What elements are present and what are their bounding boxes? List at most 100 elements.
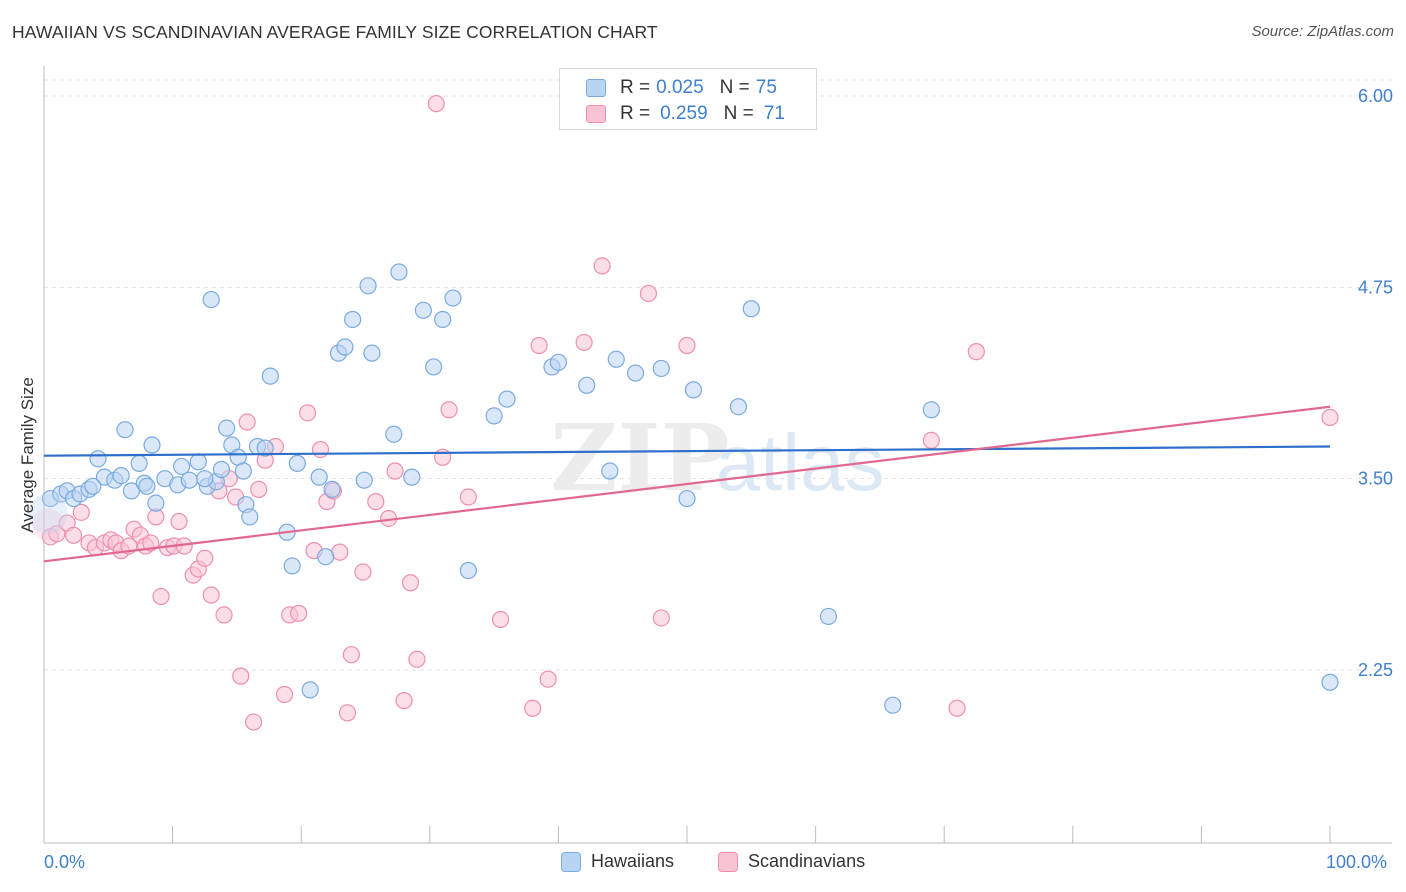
- hawaiian-point: [652, 359, 670, 378]
- legend-label-scandinavians: Scandinavians: [748, 851, 866, 871]
- scandinavian-point: [408, 650, 426, 668]
- hawaiian-point: [729, 398, 748, 416]
- hawaiian-point: [84, 477, 102, 495]
- hawaiian-point: [355, 471, 373, 489]
- hawaiian-point: [344, 310, 362, 329]
- scandinavian-point: [196, 549, 214, 567]
- scandinavian-point: [530, 336, 548, 355]
- hawaiian-point: [485, 407, 503, 425]
- scandinavian-point: [245, 713, 263, 731]
- hawaiian-point: [89, 450, 107, 468]
- stats-legend: R = 0.025 N = 75 R = 0.259 N = 71: [559, 68, 817, 130]
- scandinavian-point: [367, 493, 385, 511]
- scandinavians-trend-line: [43, 405, 1331, 563]
- trend-lines: [43, 405, 1331, 563]
- scandinavian-point: [238, 413, 256, 431]
- hawaiian-point: [116, 421, 134, 439]
- y-tick-label: 3.50: [1358, 469, 1393, 489]
- hawaiian-point: [363, 344, 381, 362]
- scandinavian-point: [575, 333, 593, 352]
- hawaiian-point: [385, 425, 403, 443]
- scandinavian-point: [331, 543, 349, 561]
- scandinavian-point: [215, 606, 233, 624]
- bottom-legend-hawaiians: Hawaiians: [561, 851, 674, 872]
- legend-n-label: N =: [723, 103, 754, 124]
- hawaiian-point: [459, 561, 477, 580]
- x-tick-label-min: 0.0%: [44, 852, 86, 872]
- hawaiian-point: [196, 470, 214, 488]
- hawaiian-point: [241, 508, 259, 526]
- scandinavian-point: [354, 563, 372, 581]
- hawaiian-point: [884, 696, 902, 714]
- hawaiian-point: [742, 300, 760, 318]
- hawaiian-point: [261, 367, 279, 385]
- hawaiian-point: [498, 390, 516, 408]
- scandinavian-point: [250, 480, 268, 498]
- legend-r-label: R =: [620, 103, 651, 124]
- scandinavian-point: [64, 526, 83, 544]
- watermark-atlas: atlas: [716, 418, 885, 507]
- scandinavian-point: [948, 699, 966, 717]
- hawaiian-point: [684, 381, 703, 399]
- scandinavian-point: [202, 586, 220, 604]
- hawaiian-point: [138, 477, 156, 495]
- scandinavian-point: [311, 440, 330, 459]
- scandinavian-point: [593, 257, 611, 275]
- legend-swatch-blue: [586, 79, 606, 97]
- scandinavian-point: [275, 685, 294, 704]
- chart-title: HAWAIIAN VS SCANDINAVIAN AVERAGE FAMILY …: [12, 22, 658, 42]
- legend-label-hawaiians: Hawaiians: [591, 851, 675, 871]
- scandinavian-point: [48, 525, 66, 543]
- hawaiian-cluster-marker: [27, 493, 68, 534]
- hawaiian-point: [317, 548, 335, 566]
- legend-r-value: 0.259: [660, 103, 708, 124]
- hawaiian-point: [180, 471, 198, 489]
- hawaiian-point: [414, 301, 432, 319]
- hawaiian-point: [549, 353, 568, 371]
- legend-n-label: N =: [719, 77, 750, 98]
- hawaiian-point: [323, 480, 341, 498]
- watermark-zip: ZIP: [550, 404, 729, 512]
- hawaiian-point: [310, 468, 328, 486]
- hawaiian-point: [626, 364, 645, 382]
- scandinavian-point: [434, 448, 452, 466]
- hawaiian-point: [301, 681, 319, 699]
- legend-r-value: 0.025: [656, 77, 704, 98]
- hawaiian-point: [607, 350, 625, 368]
- hawaiian-point: [173, 457, 191, 476]
- legend-r-label: R =: [620, 77, 651, 98]
- hawaiian-point: [601, 462, 619, 480]
- scandinavian-point: [72, 503, 90, 521]
- legend-row-hawaiians: R = 0.025 N = 75: [586, 75, 793, 101]
- scandinavian-point: [386, 462, 404, 480]
- hawaiian-point: [189, 453, 207, 471]
- hawaiian-point: [256, 439, 274, 457]
- hawaiian-point: [1321, 673, 1339, 691]
- axes: [43, 66, 1392, 844]
- scandinavian-cluster-marker: [31, 508, 64, 541]
- hawaiians-points: [27, 263, 1339, 714]
- scandinavian-point: [342, 646, 360, 664]
- hawaiian-point: [578, 376, 596, 394]
- hawaiian-point: [122, 482, 141, 500]
- scandinavian-point: [152, 587, 170, 606]
- y-axis-label: Average Family Size: [18, 377, 37, 533]
- y-tick-label: 4.75: [1358, 277, 1393, 297]
- hawaiian-point: [359, 277, 377, 295]
- hawaiian-point: [202, 290, 220, 309]
- scandinavian-point: [338, 704, 357, 722]
- legend-swatch-blue: [561, 851, 581, 872]
- hawaiian-point: [218, 419, 236, 437]
- hawaiian-point: [336, 338, 354, 356]
- hawaiian-point: [819, 607, 838, 626]
- grid-lines: [44, 79, 1392, 671]
- hawaiian-point: [112, 467, 130, 485]
- hawaiian-point: [143, 436, 161, 454]
- scandinavian-point: [232, 667, 250, 685]
- scandinavian-point: [459, 488, 477, 506]
- bottom-legend-scandinavians: Scandinavians: [718, 851, 865, 872]
- x-tick-label-max: 100.0%: [1326, 852, 1388, 872]
- hawaiian-point: [234, 462, 252, 480]
- hawaiian-point: [403, 468, 421, 486]
- y-tick-label: 2.25: [1358, 660, 1393, 680]
